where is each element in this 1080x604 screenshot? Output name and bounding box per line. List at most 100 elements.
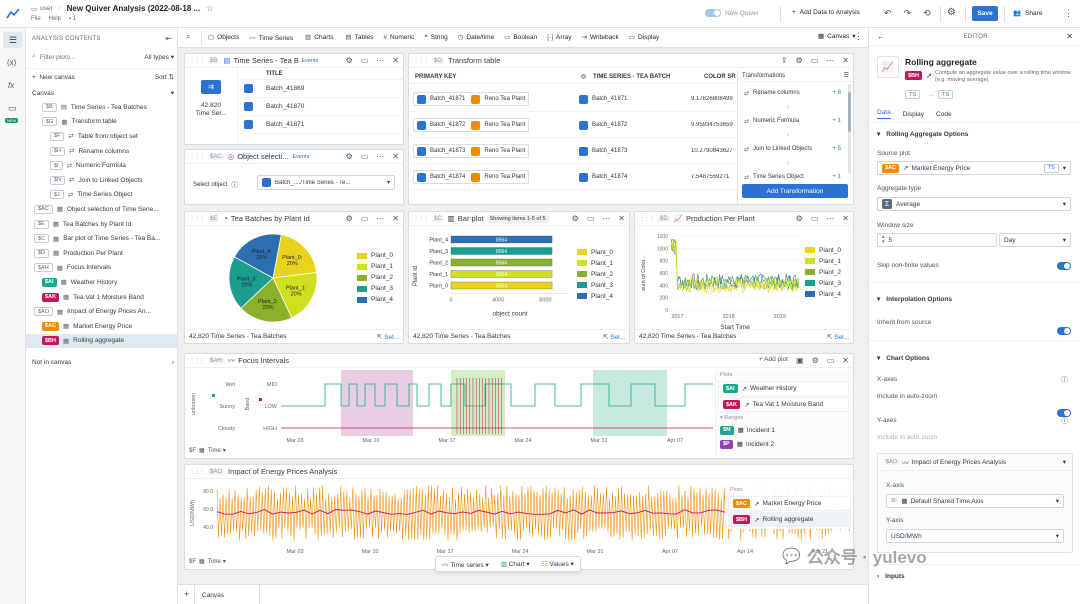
toolbar-item-tables[interactable]: ▤ Tables <box>345 34 374 41</box>
help-menu[interactable]: Help <box>48 16 62 22</box>
time-series-cell[interactable]: Batch_41873 <box>579 144 627 158</box>
table-row[interactable]: Batch_41872 Reno Tea Plant Batch_41872 9.95… <box>409 112 739 138</box>
close-icon[interactable]: ✕ <box>842 214 849 223</box>
transformation-step[interactable]: ⇄ Numeric Formula + 1 <box>744 118 841 125</box>
collapse-sidebar-icon[interactable]: ⇤ <box>165 34 172 43</box>
panel-focus-intervals[interactable]: ⋮⋮⋮ $AH 〰 Focus Intervals + Add plot ▣ ⚙ ▭… <box>184 353 854 459</box>
monitor-icon[interactable]: ▭ <box>8 103 17 113</box>
undo-icon[interactable]: ↶ <box>884 8 892 18</box>
column-header[interactable]: TITLE <box>238 68 403 80</box>
time-series-cell[interactable]: Batch_41871 <box>579 92 627 106</box>
select-object-dropdown[interactable]: Batch_..../Time Series - Te... ▾ <box>257 175 395 190</box>
settings-gear-icon[interactable]: ⚙ <box>947 7 956 18</box>
primary-key-cell[interactable]: Batch_41872 Reno Tea Plant <box>413 118 530 132</box>
tab-data[interactable]: Data <box>877 109 891 119</box>
more-horizontal-icon[interactable]: ⋯ <box>376 56 385 65</box>
sidebar-item[interactable]: $AC ▦ Market Energy Price <box>26 319 178 334</box>
x-axis-select[interactable]: $F ▦ Default Shared Time Axis ▾ <box>886 494 1064 508</box>
history-icon[interactable]: ⟲ <box>923 8 931 18</box>
column-header-primary-key[interactable]: PRIMARY KEY <box>415 73 457 80</box>
primary-key-cell[interactable]: Batch_41871 Reno Tea Plant <box>413 92 530 106</box>
monitor-icon[interactable]: ▭ <box>810 56 819 65</box>
export-icon[interactable]: ⇪ <box>780 56 788 65</box>
legend-item[interactable]: Plant_3 <box>357 283 393 294</box>
more-horizontal-icon[interactable]: ⋯ <box>826 56 835 65</box>
energy-plot-item[interactable]: $BH ↗ Rolling aggregate <box>728 512 851 527</box>
focus-range-item[interactable]: $M ▦ Incident 1 <box>716 423 851 437</box>
toolbar-item-charts[interactable]: ▥ Charts <box>305 34 334 41</box>
toolbar-item-boolean[interactable]: ▭ Boolean <box>504 34 538 41</box>
settings-gear-icon[interactable]: ⚙ <box>571 214 579 223</box>
close-icon[interactable]: ✕ <box>1066 32 1073 41</box>
sidebar-item[interactable]: $G ▦ Transform table <box>26 115 178 130</box>
rolling-options-section[interactable]: ▾ Rolling Aggregate Options <box>877 130 969 139</box>
sidebar-item[interactable]: $AI ▦ Weather History <box>26 275 178 290</box>
save-button[interactable]: Save <box>972 6 998 21</box>
events-badge[interactable]: Events <box>301 57 319 64</box>
transformation-step[interactable]: ⇄ Join to Linked Objects + 5 <box>744 146 841 153</box>
focus-intervals-chart[interactable]: unknown Band Wet Sunny Cloudy MID LOW HIGH Mar 0… <box>185 368 715 444</box>
canvas-section-header[interactable]: Canvas ▾ <box>32 89 174 98</box>
drag-handle-icon[interactable]: ⋮⋮⋮ <box>639 216 655 222</box>
toolbar-item-writeback[interactable]: ⇥ Writeback <box>581 34 619 41</box>
legend-item[interactable]: Plant_4 <box>357 294 393 305</box>
sidebar-item[interactable]: $AO ▦ Impact of Energy Prices An... <box>26 304 178 319</box>
close-icon[interactable]: ✕ <box>618 214 625 223</box>
sidebar-item[interactable]: $N ⇄ Join to Linked Objects <box>26 173 178 188</box>
sidebar-item[interactable]: $AK ▦ Tea Vat 1 Moisture Band <box>26 290 178 305</box>
redo-icon[interactable]: ↷ <box>903 8 912 18</box>
monitor-icon[interactable]: ▭ <box>810 214 819 223</box>
toolbar-item-timeseries[interactable]: 〰 Time Series <box>249 35 294 42</box>
primary-key-cell[interactable]: Batch_41874 Reno Tea Plant <box>413 170 530 184</box>
more-vertical-icon[interactable]: ⋮ <box>1064 8 1073 18</box>
production-line-chart[interactable]: sum of Color... 1200 1000 800 600 400 200 02017… <box>635 228 854 330</box>
monitor-icon[interactable]: ▭ <box>360 56 369 65</box>
table-row[interactable]: Batch_41874 Reno Tea Plant Batch_41874 7.54… <box>409 164 739 190</box>
time-series-cell[interactable]: Batch_41874 <box>579 170 627 184</box>
energy-plot-item[interactable]: $AC ↗ Market Energy Price <box>728 496 851 511</box>
sidebar-item[interactable]: $AH ▦ Focus Intervals <box>26 261 178 276</box>
sidebar-item[interactable]: $J ⇄ Time Series Object <box>26 188 178 203</box>
add-data-button[interactable]: + Add Data to Analysis <box>792 9 860 16</box>
drag-handle-icon[interactable]: ⋮⋮⋮ <box>189 358 205 364</box>
window-size-input[interactable]: ▴ ▾ 5 <box>877 233 997 247</box>
star-icon[interactable]: ☆ <box>206 4 214 13</box>
sidebar-item[interactable]: $AC ▦ Object selection of Time Serie... <box>26 202 178 217</box>
panel-production-per-plant[interactable]: ⋮⋮⋮ $D 📈 Production Per Plant ⚙ ▭ ⋯ ✕ sum o… <box>634 211 854 344</box>
skip-non-finite-toggle[interactable] <box>1057 262 1071 270</box>
time-series-cell[interactable]: Batch_41872 <box>579 118 627 132</box>
not-in-canvas-section[interactable]: Not in canvas › <box>32 358 174 366</box>
add-tab-icon[interactable]: + <box>184 589 190 599</box>
settings-gear-icon[interactable]: ⚙ <box>795 56 803 65</box>
list-icon[interactable]: ☰ <box>843 73 849 79</box>
focus-range-item[interactable]: $P ▦ Incident 2 <box>716 437 851 451</box>
legend-item[interactable]: Plant_0 <box>357 250 393 261</box>
more-vertical-icon[interactable]: ⋮ <box>854 31 863 41</box>
layout-icon[interactable]: ▣ <box>796 356 804 365</box>
sort-button[interactable]: Sort ⇅ <box>154 74 174 81</box>
drag-handle-icon[interactable]: ⋮⋮⋮ <box>189 469 205 475</box>
sidebar-item[interactable]: $E ▦ Tea Batches by Plant Id <box>26 217 178 232</box>
info-icon[interactable]: ⓘ <box>1061 418 1068 425</box>
time-axis-label[interactable]: Time <box>207 447 221 454</box>
sidebar-item[interactable]: $BH ▦ Rolling aggregate <box>26 333 178 349</box>
info-icon[interactable]: ⓘ <box>1061 377 1068 384</box>
sidebar-item[interactable]: $F ⇄ Table from object set <box>26 129 178 144</box>
legend-item[interactable]: Plant_2 <box>357 272 393 283</box>
legend-item[interactable]: Plant_1 <box>357 261 393 272</box>
focus-plot-item[interactable]: $AI ↗ Weather History <box>718 381 849 396</box>
monitor-icon[interactable]: ▭ <box>360 214 369 223</box>
x-auto-zoom-toggle[interactable] <box>1057 409 1071 417</box>
sidebar-item[interactable]: $B ▤ Time Series - Tea Batches <box>26 100 178 115</box>
stepper-icon[interactable]: ▴ ▾ <box>882 234 885 245</box>
sidebar-item[interactable]: $D ▦ Production Per Plant <box>26 246 178 261</box>
focus-plot-item[interactable]: $AK ↗ Tea Vat 1 Moisture Band <box>718 397 849 412</box>
search-icon[interactable]: ⌕ <box>186 32 191 41</box>
sidebar-item[interactable]: $H ⇄ Rename columns <box>26 144 178 159</box>
new-quiver-toggle[interactable] <box>705 9 721 17</box>
settings-gear-icon[interactable]: ⚙ <box>345 152 353 161</box>
sidebar-item[interactable]: $C ▦ Bar plot of Time Series - Tea Ba... <box>26 231 178 246</box>
drag-handle-icon[interactable]: ⋮⋮⋮ <box>189 58 205 64</box>
table-row[interactable]: Batch_41869 <box>238 80 403 98</box>
chart-options-section[interactable]: ▾ Chart Options <box>877 354 930 363</box>
